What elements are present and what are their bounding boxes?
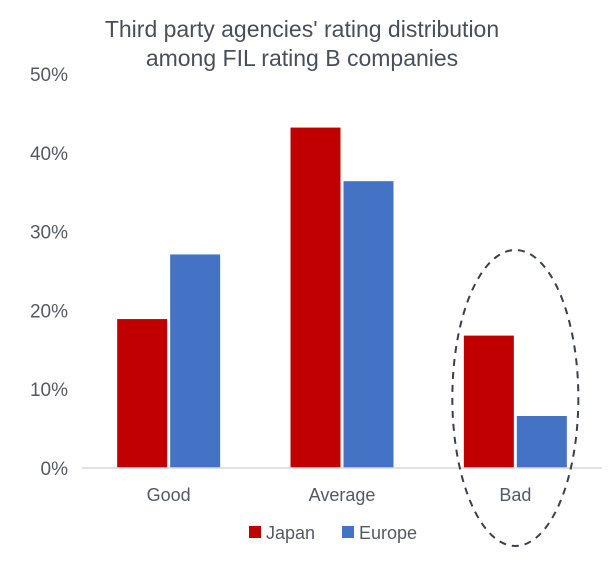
- bar-japan-average: [290, 127, 341, 469]
- x-tick-label: Bad: [499, 485, 531, 505]
- legend-label-japan: Japan: [266, 523, 315, 543]
- bar-europe-average: [343, 181, 394, 468]
- legend: Japan Europe: [249, 523, 417, 543]
- y-tick-label: 20%: [30, 301, 68, 322]
- bar-europe-bad: [516, 415, 567, 468]
- x-tick-label: Good: [147, 485, 191, 505]
- x-axis-labels: Good Average Bad: [147, 485, 532, 505]
- bars: [117, 127, 567, 469]
- chart-title-line-2: among FIL rating B companies: [146, 45, 458, 71]
- legend-label-europe: Europe: [359, 523, 417, 543]
- bar-europe-good: [170, 254, 221, 468]
- annotation: [451, 249, 580, 547]
- y-tick-label: 10%: [30, 380, 68, 401]
- x-tick-label: Average: [309, 485, 376, 505]
- legend-swatch-japan: [249, 526, 261, 538]
- y-tick-label: 0%: [41, 459, 69, 480]
- y-tick-label: 30%: [30, 223, 68, 244]
- bar-japan-bad: [463, 335, 514, 468]
- bar-japan-good: [117, 319, 168, 468]
- y-tick-label: 50%: [30, 65, 68, 86]
- y-axis: 0% 10% 20% 30% 40% 50%: [30, 65, 68, 480]
- chart-title-line-1: Third party agencies' rating distributio…: [105, 16, 499, 42]
- highlight-ellipse: [451, 249, 580, 547]
- legend-swatch-europe: [342, 526, 354, 538]
- y-tick-label: 40%: [30, 144, 68, 165]
